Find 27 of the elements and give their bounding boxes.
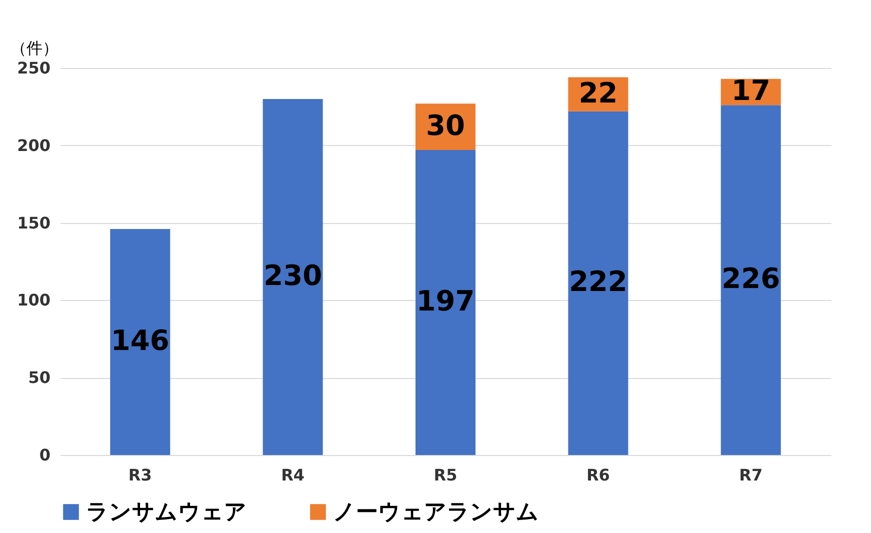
bar (262, 98, 323, 455)
x-tick-label: R5 (434, 466, 458, 484)
x-tick-label: R3 (128, 466, 152, 484)
y-tick-label: 50 (28, 368, 50, 388)
y-axis-title: （件） (10, 38, 58, 58)
data-label: 222 (568, 265, 628, 298)
legend-label: ノーウェアランサム (333, 500, 539, 525)
bar (416, 150, 476, 455)
data-label: 30 (426, 108, 465, 142)
data-label: 226 (722, 262, 780, 296)
legend-label: ランサムウェア (86, 500, 247, 525)
y-tick-label: 250 (17, 58, 50, 78)
bar (720, 105, 781, 455)
y-tick-label: 100 (17, 290, 50, 310)
y-tick-label: 200 (17, 136, 50, 155)
data-label: 230 (264, 258, 322, 292)
bar (110, 228, 170, 455)
y-tick-label: 150 (17, 213, 50, 232)
data-label: 22 (578, 76, 618, 110)
y-tick-label: 0 (39, 446, 50, 464)
data-label: 17 (731, 74, 770, 107)
data-label: 146 (110, 324, 170, 357)
data-label: 197 (416, 284, 475, 318)
x-tick-label: R4 (281, 466, 305, 484)
x-tick-label: R6 (586, 466, 610, 484)
x-tick-label: R7 (739, 466, 763, 484)
bar (568, 111, 628, 455)
